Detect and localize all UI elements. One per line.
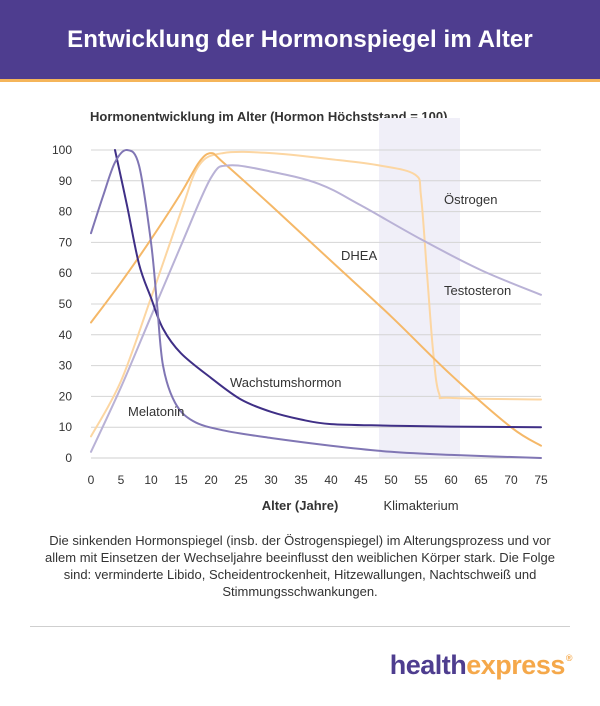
x-tick-label: 0 (88, 473, 95, 487)
logo-part-express: express (466, 650, 565, 680)
caption-text: Die sinkenden Hormonspiegel (insb. der Ö… (45, 533, 555, 599)
divider (30, 626, 570, 627)
x-tick-label: 45 (354, 473, 368, 487)
x-tick-label: 30 (264, 473, 278, 487)
x-tick-label: 40 (324, 473, 338, 487)
logo-part-health: health (389, 650, 467, 680)
klimakterium-band (379, 118, 460, 458)
series-line-testosteron (90, 164, 542, 453)
series-line-wachstumshormon (114, 149, 542, 429)
x-tick-label: 50 (384, 473, 398, 487)
series-line-melatonin (90, 148, 542, 459)
healthexpress-logo: healthexpress® (389, 650, 573, 681)
x-tick-label: 20 (204, 473, 218, 487)
series-label-ostrogen: Östrogen (444, 192, 497, 207)
x-tick-label: 15 (174, 473, 188, 487)
x-tick-label: 25 (234, 473, 248, 487)
x-tick-label: 55 (414, 473, 428, 487)
series-label-testosteron: Testosteron (444, 283, 511, 298)
y-tick-label: 10 (59, 420, 73, 434)
y-tick-label: 20 (59, 389, 73, 403)
header-banner: Entwicklung der Hormonspiegel im Alter (0, 0, 600, 82)
y-tick-label: 70 (59, 235, 73, 249)
x-tick-label: 60 (444, 473, 458, 487)
registered-mark: ® (565, 653, 573, 663)
page-title: Entwicklung der Hormonspiegel im Alter (67, 25, 533, 53)
x-tick-label: 35 (294, 473, 308, 487)
series-line-ostrogen (90, 150, 542, 438)
x-tick-label: 70 (504, 473, 518, 487)
series-label-wachstumshormon: Wachstumshormon (230, 375, 342, 390)
hormone-line-chart: Hormonentwicklung im Alter (Hormon Höchs… (52, 109, 548, 513)
y-tick-label: 80 (59, 205, 73, 219)
x-tick-label: 10 (144, 473, 158, 487)
y-tick-label: 100 (52, 143, 72, 157)
chart-title: Hormonentwicklung im Alter (Hormon Höchs… (90, 109, 447, 124)
x-tick-label: 65 (474, 473, 488, 487)
y-tick-label: 0 (65, 451, 72, 465)
x-axis-label: Alter (Jahre) (262, 498, 339, 513)
x-tick-label: 5 (118, 473, 125, 487)
series-label-melatonin: Melatonin (128, 404, 184, 419)
x-tick-label: 75 (534, 473, 548, 487)
series-line-dhea (90, 152, 542, 447)
y-tick-label: 50 (59, 297, 73, 311)
y-tick-label: 60 (59, 266, 73, 280)
series-label-dhea: DHEA (341, 248, 377, 263)
y-tick-label: 90 (59, 174, 73, 188)
y-tick-label: 40 (59, 328, 73, 342)
y-tick-label: 30 (59, 359, 73, 373)
klimakterium-label: Klimakterium (383, 498, 458, 513)
